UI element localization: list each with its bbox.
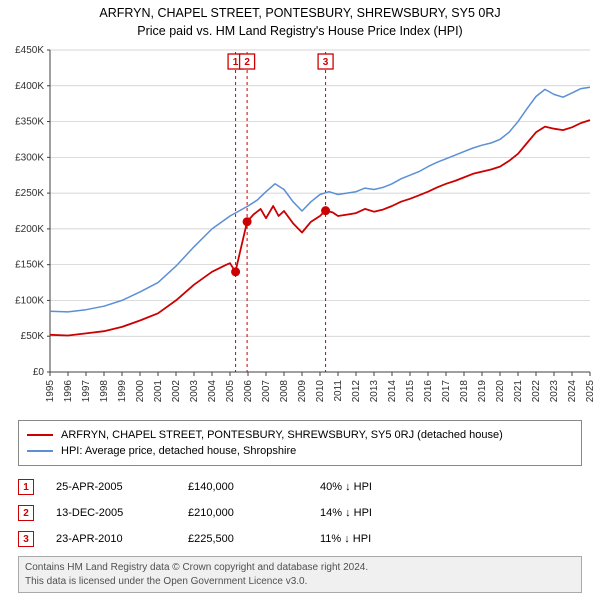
svg-text:1999: 1999 [117,380,128,403]
svg-text:2020: 2020 [495,380,506,403]
svg-text:£450K: £450K [15,45,44,56]
event-row: 1 25-APR-2005 £140,000 40% ↓ HPI [18,474,582,500]
event-price: £225,500 [188,533,298,545]
footer-line2: This data is licensed under the Open Gov… [25,575,575,589]
svg-text:2019: 2019 [477,380,488,403]
chart-area: £0 £50K £100K £150K £200K £250K £300K £350K £400… [0,44,600,414]
svg-text:2009: 2009 [297,380,308,403]
event-badge: 2 [18,505,34,521]
svg-text:2007: 2007 [261,380,272,403]
svg-text:2016: 2016 [423,380,434,403]
svg-text:£300K: £300K [15,152,44,163]
svg-text:2014: 2014 [387,380,398,403]
svg-text:2015: 2015 [405,380,416,403]
legend-label: ARFRYN, CHAPEL STREET, PONTESBURY, SHREW… [61,429,503,441]
event-row: 3 23-APR-2010 £225,500 11% ↓ HPI [18,526,582,552]
svg-text:2011: 2011 [333,380,344,402]
event-date: 13-DEC-2005 [56,507,166,519]
legend-item: HPI: Average price, detached house, Shro… [27,443,573,459]
svg-text:2018: 2018 [459,380,470,403]
svg-text:2: 2 [244,57,250,68]
svg-text:2001: 2001 [153,380,164,403]
event-date: 23-APR-2010 [56,533,166,545]
svg-text:£400K: £400K [15,81,44,92]
svg-text:1996: 1996 [63,380,74,403]
svg-text:1995: 1995 [45,380,56,403]
svg-text:2023: 2023 [549,380,560,403]
svg-text:£50K: £50K [21,331,45,342]
svg-text:2006: 2006 [243,380,254,403]
svg-text:£250K: £250K [15,188,44,199]
svg-text:£200K: £200K [15,224,44,235]
event-badge: 3 [18,531,34,547]
legend-item: ARFRYN, CHAPEL STREET, PONTESBURY, SHREW… [27,427,573,443]
event-delta: 14% ↓ HPI [320,507,582,519]
svg-text:2008: 2008 [279,380,290,403]
svg-text:1: 1 [233,57,239,68]
svg-text:2000: 2000 [135,380,146,403]
svg-text:2005: 2005 [225,380,236,403]
data-source-footer: Contains HM Land Registry data © Crown c… [18,556,582,593]
svg-text:2021: 2021 [513,380,524,403]
svg-text:3: 3 [323,57,329,68]
svg-text:2012: 2012 [351,380,362,403]
svg-text:2010: 2010 [315,380,326,403]
svg-text:2002: 2002 [171,380,182,403]
legend-swatch [27,450,53,452]
chart-title-line2: Price paid vs. HM Land Registry's House … [0,20,600,44]
events-table: 1 25-APR-2005 £140,000 40% ↓ HPI 2 13-DEC-200… [18,474,582,552]
svg-text:£150K: £150K [15,260,44,271]
legend: ARFRYN, CHAPEL STREET, PONTESBURY, SHREW… [18,420,582,466]
svg-text:2022: 2022 [531,380,542,403]
event-price: £140,000 [188,481,298,493]
legend-label: HPI: Average price, detached house, Shro… [61,445,296,457]
event-badge: 1 [18,479,34,495]
svg-text:2017: 2017 [441,380,452,403]
svg-text:2013: 2013 [369,380,380,403]
svg-text:2003: 2003 [189,380,200,403]
svg-text:2025: 2025 [585,380,596,403]
legend-swatch [27,434,53,436]
svg-text:£350K: £350K [15,117,44,128]
event-row: 2 13-DEC-2005 £210,000 14% ↓ HPI [18,500,582,526]
svg-text:2024: 2024 [567,380,578,403]
svg-text:£0: £0 [33,367,45,378]
svg-text:£100K: £100K [15,295,44,306]
event-date: 25-APR-2005 [56,481,166,493]
event-price: £210,000 [188,507,298,519]
event-delta: 40% ↓ HPI [320,481,582,493]
svg-text:1997: 1997 [81,380,92,403]
event-delta: 11% ↓ HPI [320,533,582,545]
chart-title-line1: ARFRYN, CHAPEL STREET, PONTESBURY, SHREW… [0,0,600,20]
footer-line1: Contains HM Land Registry data © Crown c… [25,561,575,575]
svg-text:1998: 1998 [99,380,110,403]
svg-text:2004: 2004 [207,380,218,403]
price-chart: £0 £50K £100K £150K £200K £250K £300K £350K £400… [0,44,600,414]
